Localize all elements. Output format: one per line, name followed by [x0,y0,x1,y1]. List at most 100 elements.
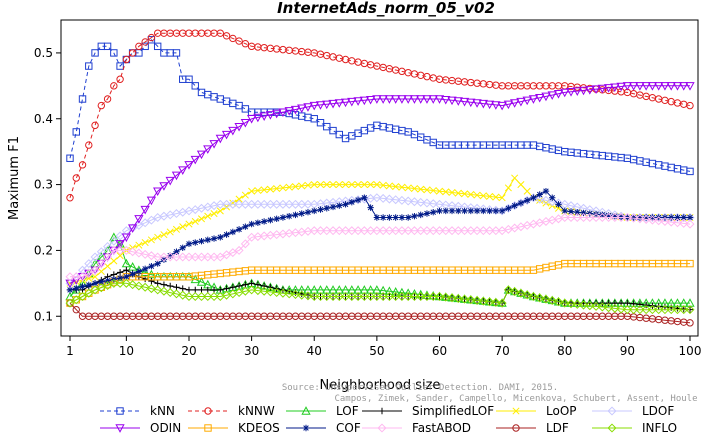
data-point-odin [384,95,395,104]
data-point-fastabod [460,226,470,236]
data-point-odin [146,196,157,206]
data-point-inflo [572,299,582,309]
data-point-ldf [72,305,80,314]
data-point-kdeos [686,259,694,268]
data-point-loop [385,182,393,190]
data-point-cof [254,219,262,226]
data-point-lof [109,232,119,241]
data-point-fastabod [635,214,645,224]
data-point-odin [397,95,407,104]
series-layer [65,29,695,327]
data-point-loop [260,186,268,194]
data-point-inflo [347,291,357,302]
data-point-loop [316,181,325,189]
legend-item-ldof: LDOF [592,404,674,418]
data-point-cof [135,268,143,275]
series-knnw [66,29,694,202]
data-point-knnw [141,38,149,46]
data-point-loop [147,236,155,244]
data-point-odin [309,101,319,111]
data-point-lof [140,267,150,277]
data-point-knnw [222,32,231,40]
data-point-loop [298,182,306,190]
data-point-cof [555,201,562,208]
data-point-loop [504,184,512,192]
data-point-fastabod [103,252,113,262]
data-point-inflo [641,305,651,315]
data-point-inflo [654,305,664,315]
data-point-fastabod [78,272,88,282]
data-point-knn [222,97,231,105]
legend-item-simplifiedlof: SimplifiedLOF [362,404,494,418]
data-point-odin [422,95,432,104]
data-point-cof [404,214,412,221]
data-point-inflo [553,297,563,307]
x-axis-label: Neighborhood size [320,378,441,393]
data-point-cof [511,202,518,209]
data-point-fastabod [660,216,670,226]
data-point-knnw [241,40,250,48]
legend-label: COF [336,421,361,434]
data-point-knn [204,90,212,99]
data-point-cof [379,214,387,221]
data-point-odin [560,88,570,98]
data-point-knnw [103,95,112,103]
data-point-inflo [78,291,88,302]
data-point-inflo [247,285,257,295]
data-point-lof [196,277,207,286]
data-point-loop [392,183,400,191]
data-point-ldof [140,218,150,228]
data-point-odin [246,115,257,124]
series-ldof [65,193,695,288]
data-point-loop [197,215,206,223]
data-point-ldof [278,199,288,209]
data-point-ldof [635,212,645,223]
data-point-knnw [110,82,118,90]
data-point-inflo [616,304,626,314]
data-point-odin [334,99,344,108]
data-point-knnw [122,55,131,64]
data-point-odin [553,90,564,99]
x-tick-label: 30 [244,344,259,358]
data-point-simplifiedlof [116,269,124,276]
data-point-fastabod [90,265,100,275]
data-point-inflo [485,297,495,307]
data-point-ldof [290,199,300,209]
data-point-inflo [679,305,689,315]
data-point-knn [85,62,93,70]
data-point-fastabod [153,252,163,262]
data-point-loop [104,262,112,270]
data-point-odin [572,87,582,96]
data-point-loop [141,238,149,247]
data-point-cof [430,209,437,216]
data-point-ldof [303,199,313,209]
data-point-odin [171,171,182,181]
data-point-cof [498,207,506,215]
data-point-fastabod [71,272,81,282]
data-point-inflo [622,305,632,315]
data-point-cof [455,207,462,215]
data-point-cof [517,199,525,207]
legend-swatch-marker [115,424,125,433]
legend-swatch-marker [378,407,386,415]
x-tick-label: 50 [369,344,384,358]
series-cof [66,187,694,294]
data-point-loop [342,181,350,189]
data-point-ldof [103,241,113,251]
data-point-cof [154,260,161,267]
data-point-knn [310,115,318,123]
x-tick-label: 1 [66,344,74,358]
data-point-cof [141,265,149,273]
data-point-fastabod [215,252,225,262]
data-point-ldof [222,199,232,209]
data-point-odin [441,95,451,105]
data-point-inflo [203,291,213,302]
data-point-inflo [535,293,545,303]
data-point-ldof [228,199,238,209]
data-point-inflo [560,298,570,308]
data-point-odin [679,82,689,91]
data-point-fastabod [491,226,501,236]
data-point-inflo [472,295,482,305]
legend-label: kNN [150,404,175,418]
